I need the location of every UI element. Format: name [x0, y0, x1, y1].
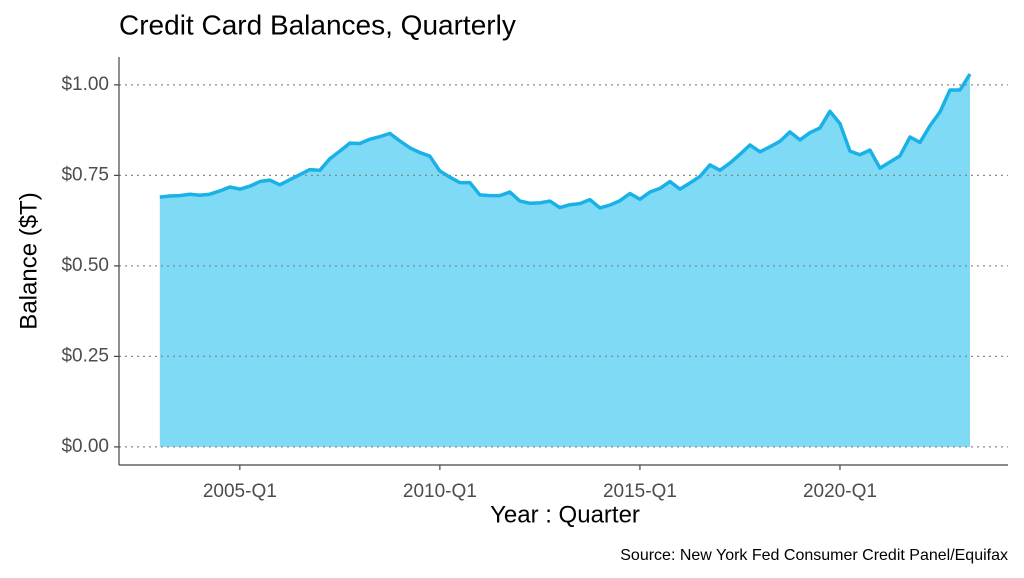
y-tick-label: $0.25 [61, 345, 109, 366]
x-tick-label: 2010-Q1 [403, 481, 477, 502]
y-tick-label: $0.75 [61, 164, 109, 185]
x-axis-title: Year : Quarter [490, 501, 640, 528]
x-tick-label: 2015-Q1 [603, 481, 677, 502]
x-tick-label: 2005-Q1 [203, 481, 277, 502]
source-note: Source: New York Fed Consumer Credit Pan… [620, 547, 1008, 564]
area [159, 74, 970, 447]
chart-title: Credit Card Balances, Quarterly [119, 9, 516, 40]
line [159, 73, 972, 210]
y-tick-label: $1.00 [61, 74, 109, 95]
y-tick-label: $0.50 [61, 255, 109, 276]
y-axis-title: Balance ($T) [15, 192, 42, 329]
y-tick-label: $0.00 [61, 436, 109, 457]
x-tick-label: 2020-Q1 [803, 481, 877, 502]
